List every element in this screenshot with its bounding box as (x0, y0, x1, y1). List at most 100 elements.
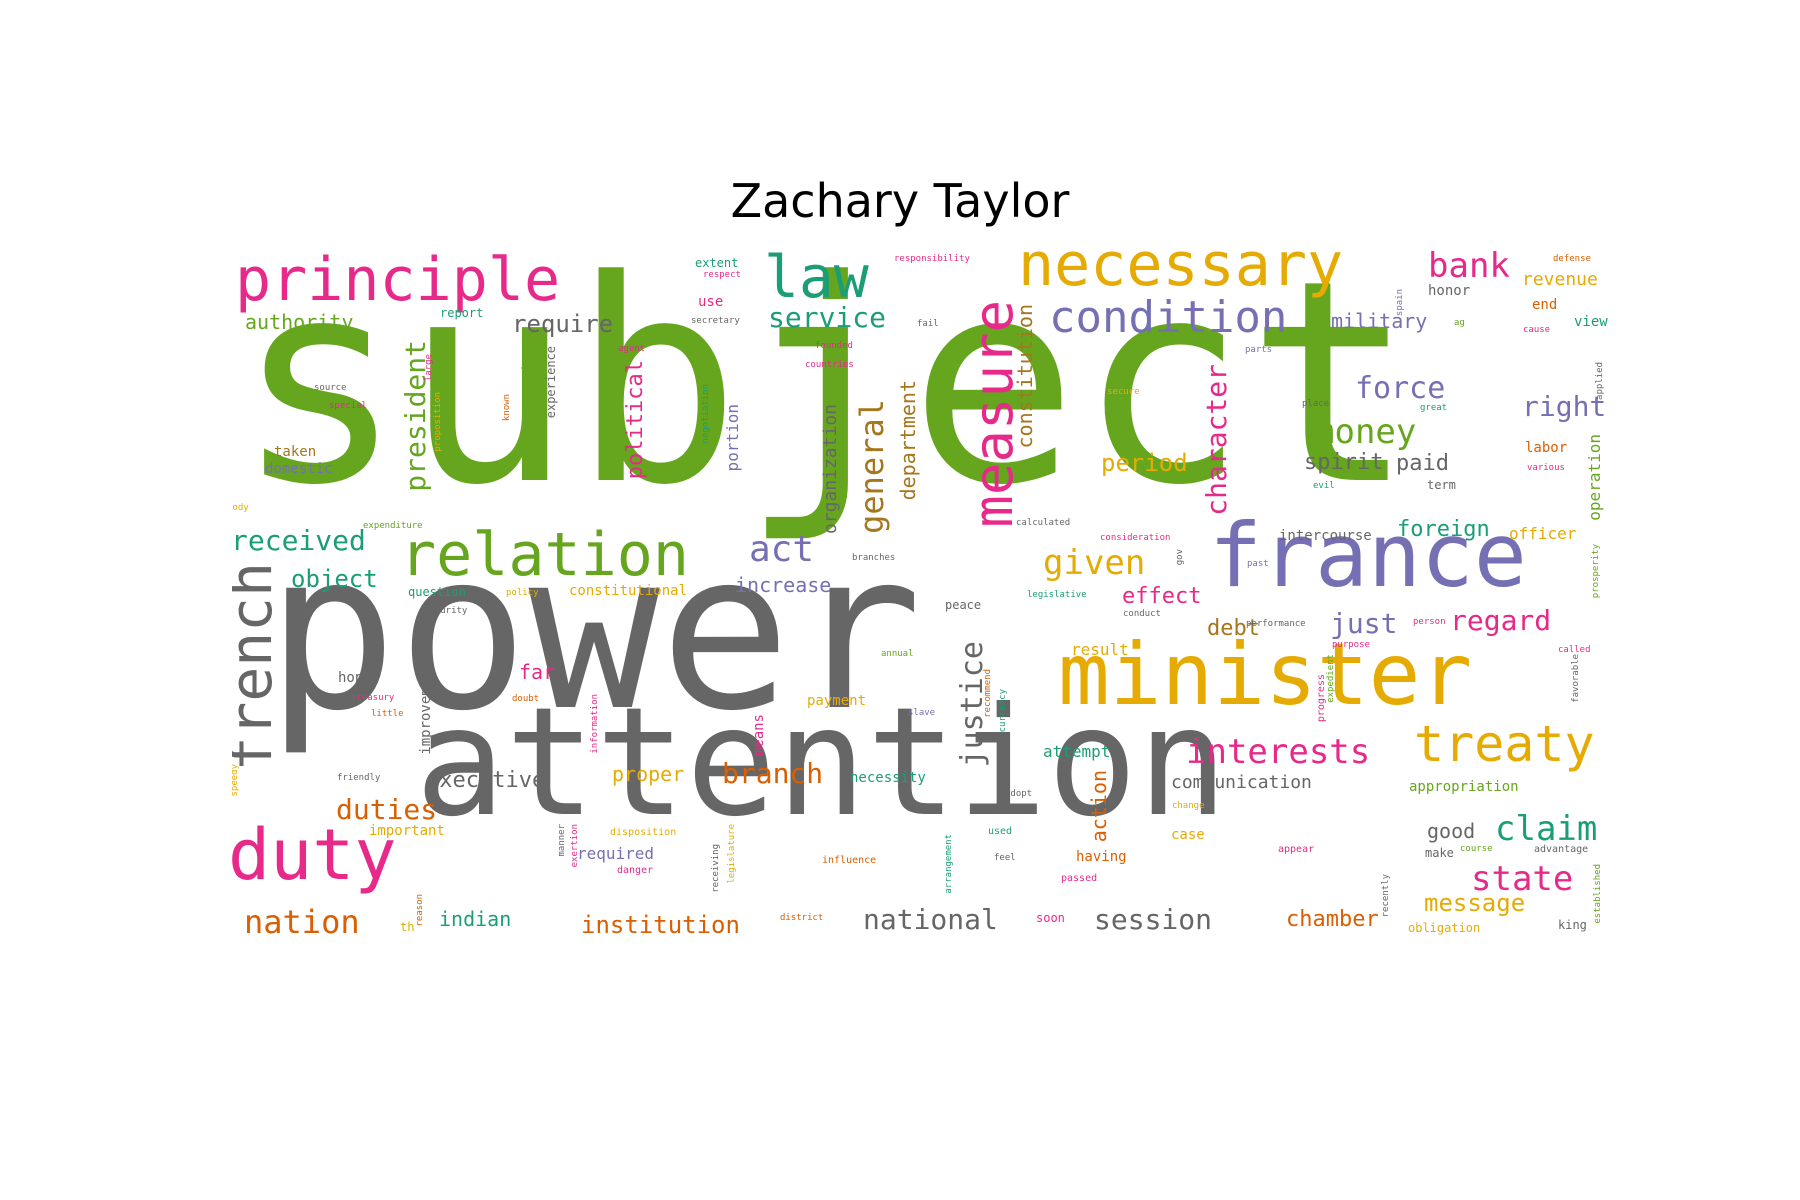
word-secure: secure (1107, 387, 1140, 397)
word-duties: duties (336, 793, 438, 826)
word-treaty: treaty (1414, 715, 1595, 773)
word-treasury: treasury (351, 693, 395, 703)
word-french: french (232, 562, 285, 772)
word-revenue: revenue (1522, 269, 1598, 290)
word-effect: effect (1122, 584, 1202, 609)
word-act: act (749, 529, 815, 570)
word-institution: institution (581, 911, 740, 939)
word-relation: relation (400, 520, 689, 590)
word-manner: manner (557, 824, 567, 857)
word-used: used (988, 826, 1013, 837)
word-end: end (1532, 297, 1558, 313)
word-secretary: secretary (691, 316, 740, 326)
word-founded: founded (815, 341, 853, 351)
word-case: case (1171, 827, 1205, 843)
word-hope: hope (338, 670, 372, 686)
word-slave: slave (908, 708, 936, 718)
word-receiving: receiving (711, 844, 721, 893)
word-spain: spain (1395, 289, 1405, 317)
word-experience: experience (544, 346, 558, 419)
word-improvement: improvement (418, 662, 434, 755)
word-bank: bank (1428, 246, 1510, 286)
word-defense: defense (1553, 254, 1591, 264)
word-arrangement: arrangement (944, 834, 954, 894)
word-object: object (291, 565, 378, 593)
word-message: message (1424, 889, 1526, 917)
word-obligation: obligation (1408, 921, 1481, 935)
word-currency: currency (998, 689, 1008, 733)
word-received: received (232, 524, 366, 557)
word-king: king (1558, 918, 1587, 932)
word-payment: payment (807, 693, 867, 709)
word-just: just (1330, 607, 1398, 640)
word-special: special (329, 401, 367, 411)
word-nation: nation (244, 903, 360, 941)
word-soon: soon (1036, 911, 1065, 925)
word-require: require (512, 310, 614, 338)
word-chamber: chamber (1286, 907, 1379, 932)
word-branch: branch (722, 757, 824, 790)
word-passed: passed (1061, 873, 1098, 884)
word-branches: branches (852, 553, 896, 563)
word-consideration: consideration (1100, 533, 1171, 543)
word-applied: applied (1595, 362, 1605, 400)
word-policy: policy (506, 588, 539, 598)
word-right: right (1522, 390, 1607, 423)
word-period: period (1101, 449, 1188, 477)
word-parts: parts (1245, 345, 1273, 355)
word-calculated: calculated (1016, 518, 1071, 528)
word-place: place (1302, 399, 1330, 409)
word-danger: danger (617, 865, 654, 876)
word-debt: debt (1207, 616, 1260, 641)
word-various: various (1527, 463, 1565, 473)
word-purpose: purpose (1332, 640, 1370, 650)
word-attention: attention (415, 676, 1228, 850)
word-person: person (1413, 617, 1446, 627)
word-make: make (1425, 846, 1454, 860)
word-body: body (232, 503, 249, 513)
word-honor: honor (1428, 283, 1471, 299)
word-advantage: advantage (1534, 844, 1589, 855)
word-course: course (1460, 844, 1493, 854)
word-executive: executive (426, 768, 546, 793)
word-evil: evil (1313, 481, 1335, 491)
word-indian: indian (439, 907, 512, 931)
word-large: large (424, 354, 434, 382)
word-organization: organization (820, 404, 841, 535)
word-condition: condition (1049, 292, 1288, 343)
word-use: use (698, 294, 724, 310)
word-paid: paid (1396, 451, 1449, 476)
word-conduct: conduct (1123, 609, 1161, 619)
word-term: term (1427, 478, 1456, 492)
word-having: having (1076, 849, 1127, 865)
word-extent: extent (695, 256, 739, 270)
word-attempt: attempt (1043, 742, 1111, 761)
word-given: given (1043, 543, 1146, 583)
word-established: established (1593, 864, 1603, 924)
word-duty: duty (232, 814, 397, 896)
word-session: session (1094, 903, 1213, 936)
word-influence: influence (822, 855, 877, 866)
word-called: called (1558, 645, 1591, 655)
word-law: law (764, 244, 869, 311)
word-important: important (369, 823, 445, 839)
word-prosperity: prosperity (1591, 544, 1601, 599)
word-far: far (519, 660, 556, 684)
word-respect: respect (703, 270, 741, 280)
word-agent: agent (618, 344, 646, 354)
word-gov: gov (1175, 549, 1185, 566)
word-appropriation: appropriation (1409, 779, 1519, 795)
word-information: information (590, 694, 600, 754)
word-proper: proper (612, 762, 685, 786)
word-change: change (1172, 801, 1205, 811)
word-little: little (371, 709, 404, 719)
word-required: required (577, 844, 655, 863)
word-force: force (1355, 371, 1446, 406)
word-exertion: exertion (570, 824, 580, 868)
word-responsibility: responsibility (894, 254, 970, 264)
word-claim: claim (1495, 809, 1598, 849)
word-constitution: constitution (1013, 304, 1037, 449)
word-power: power (266, 506, 923, 759)
word-military: military (1331, 309, 1428, 333)
word-operation: operation (1585, 434, 1604, 521)
